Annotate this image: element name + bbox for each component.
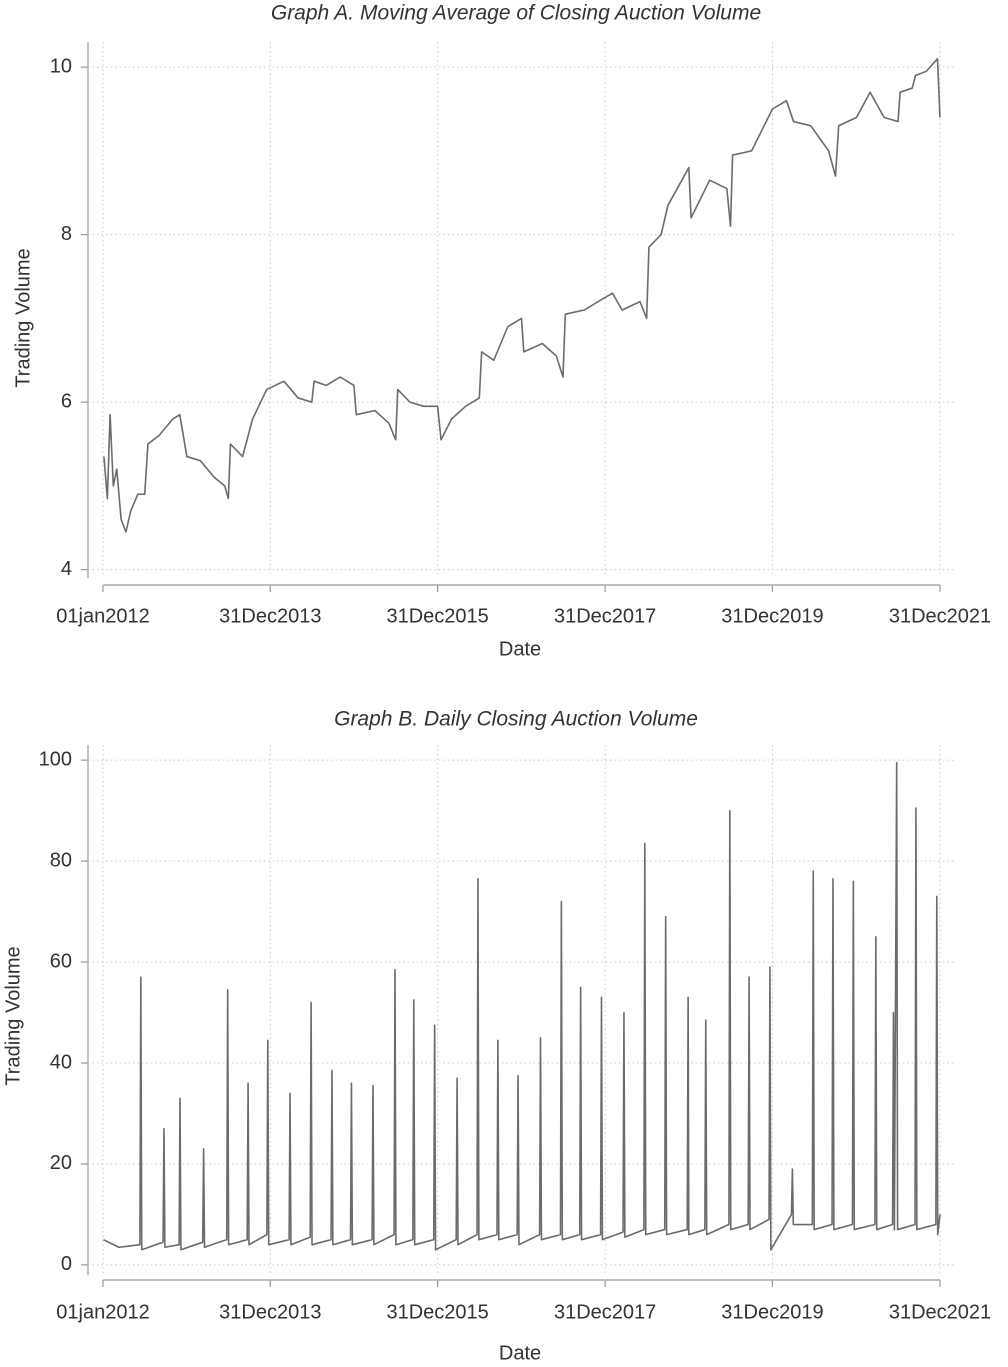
y-tick-label: 4 [61, 558, 72, 580]
y-tick-label: 100 [39, 748, 72, 770]
y-tick-label: 10 [50, 55, 72, 77]
x-tick-label: 31Dec2021 [889, 605, 991, 627]
x-axis-label: Date [499, 638, 541, 660]
y-axis-label: Trading Volume [2, 946, 24, 1085]
y-tick-label: 20 [50, 1152, 72, 1174]
x-axis-label: Date [499, 1342, 541, 1364]
x-tick-label: 31Dec2019 [721, 1301, 823, 1323]
y-tick-label: 80 [50, 849, 72, 871]
x-tick-label: 31Dec2013 [219, 1301, 321, 1323]
y-tick-label: 40 [50, 1051, 72, 1073]
y-tick-label: 60 [50, 950, 72, 972]
x-tick-label: 01jan2012 [56, 605, 149, 627]
x-tick-label: 31Dec2017 [554, 605, 656, 627]
data-line [103, 761, 941, 1251]
x-tick-label: 31Dec2013 [219, 605, 321, 627]
x-tick-label: 31Dec2021 [889, 1301, 991, 1323]
data-line [103, 57, 941, 533]
y-tick-label: 8 [61, 223, 72, 245]
x-tick-label: 31Dec2019 [721, 605, 823, 627]
x-tick-label: 31Dec2017 [554, 1301, 656, 1323]
y-axis-label: Trading Volume [12, 248, 34, 387]
x-tick-label: 01jan2012 [56, 1301, 149, 1323]
y-tick-label: 0 [61, 1253, 72, 1275]
chart-title: Graph A. Moving Average of Closing Aucti… [271, 2, 761, 25]
chart-title: Graph B. Daily Closing Auction Volume [334, 708, 698, 731]
x-tick-label: 31Dec2015 [386, 605, 488, 627]
x-tick-label: 31Dec2015 [386, 1301, 488, 1323]
y-tick-label: 6 [61, 390, 72, 412]
